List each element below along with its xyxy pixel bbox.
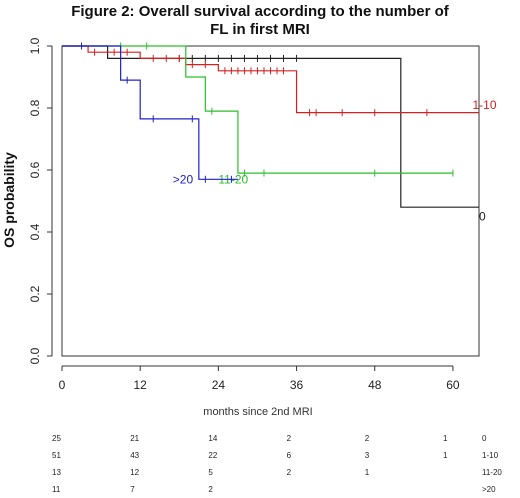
x-tick-label: 48 [368, 378, 382, 392]
risk-count: 1 [443, 434, 448, 443]
risk-row-label: 1-10 [482, 451, 499, 460]
y-tick-label: 0.8 [28, 99, 42, 116]
series-label: 1-10 [472, 98, 496, 112]
risk-count: 12 [130, 468, 139, 477]
risk-count: 1 [443, 451, 448, 460]
risk-count: 13 [52, 468, 61, 477]
y-tick-label: 1.0 [28, 37, 42, 54]
risk-count: 2 [365, 434, 370, 443]
risk-count: 1 [365, 468, 370, 477]
x-tick-label: 36 [290, 378, 304, 392]
km-step-line [62, 45, 238, 180]
risk-row-label: 11-20 [482, 468, 502, 477]
risk-row-label: >20 [482, 485, 496, 494]
risk-count: 21 [130, 434, 139, 443]
x-axis-label: months since 2nd MRI [203, 406, 312, 418]
risk-count: 14 [208, 434, 217, 443]
x-tick-label: 24 [212, 378, 226, 392]
risk-count: 7 [130, 485, 135, 494]
risk-count: 2 [287, 434, 292, 443]
risk-count: 43 [130, 451, 139, 460]
y-axis-label: OS probability [1, 152, 17, 248]
risk-count: 11 [52, 485, 61, 494]
risk-count: 51 [52, 451, 61, 460]
y-tick-label: 0.0 [28, 347, 42, 364]
series--20-group: >20 [62, 42, 238, 186]
plot-frame [61, 45, 480, 357]
km-step-line [62, 45, 453, 174]
risk-count: 3 [365, 451, 370, 460]
chart-title-line-2: FL in first MRI [210, 21, 310, 38]
risk-count: 22 [208, 451, 217, 460]
series-0-group: 0 [62, 45, 486, 224]
y-tick-label: 0.4 [28, 223, 42, 240]
x-tick-label: 12 [134, 378, 148, 392]
risk-count: 2 [208, 485, 213, 494]
risk-count: 6 [287, 451, 292, 460]
series-label: >20 [173, 172, 194, 186]
risk-count: 2 [287, 468, 292, 477]
y-tick-label: 0.2 [28, 285, 42, 302]
risk-row-label: 0 [482, 434, 487, 443]
risk-count: 25 [52, 434, 61, 443]
plot-axes: 0.0 0.2 0.4 0.6 0.8 1.0 0 12 24 36 48 60 [28, 37, 480, 392]
y-tick-label: 0.6 [28, 161, 42, 178]
risk-count: 5 [208, 468, 213, 477]
series-label: 0 [479, 210, 486, 224]
x-tick-label: 60 [446, 378, 460, 392]
chart-title-line-1: Figure 2: Overall survival according to … [71, 3, 450, 20]
x-tick-label: 0 [59, 378, 66, 392]
